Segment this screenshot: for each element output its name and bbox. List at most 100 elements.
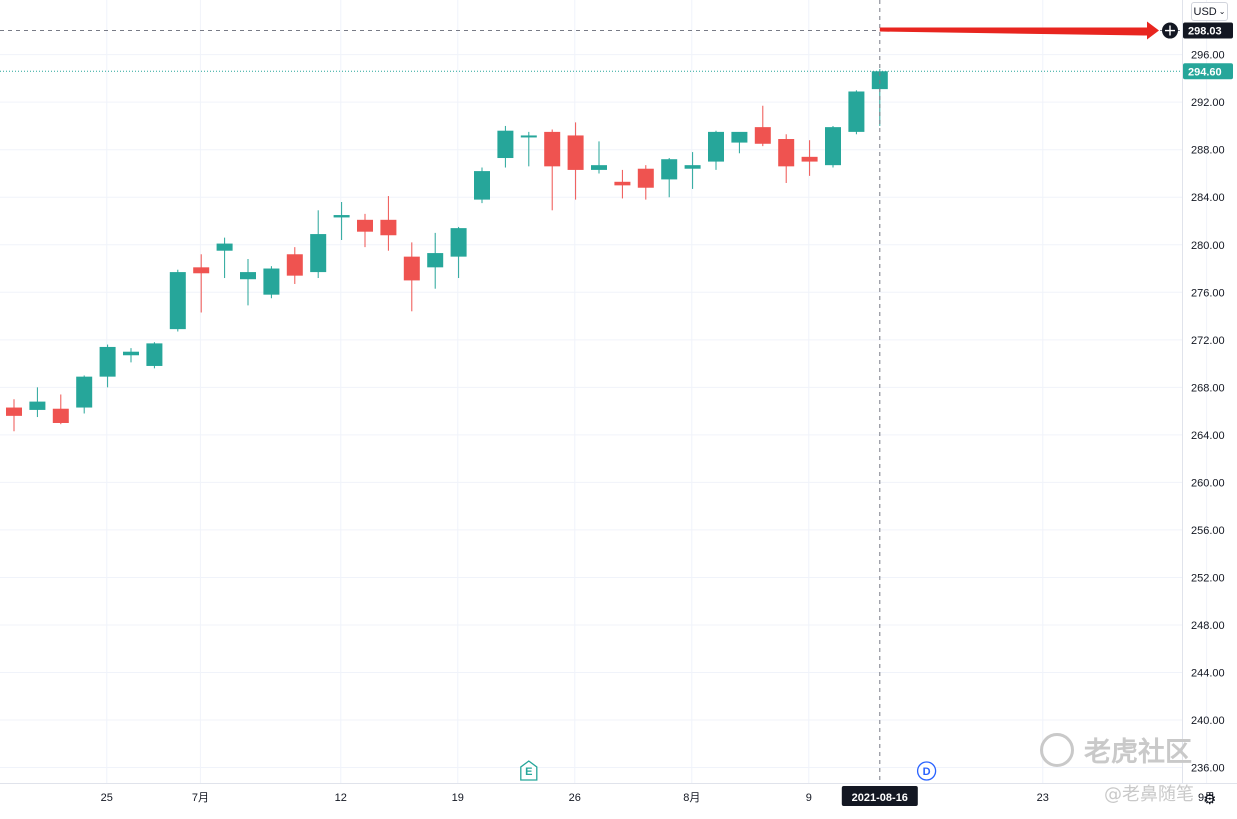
event-marker-e[interactable]: E — [520, 760, 538, 781]
last-price-label: 294.60 — [1188, 66, 1222, 78]
price-axis-label: 260.00 — [1191, 477, 1225, 489]
time-axis-label: 26 — [569, 792, 581, 804]
event-marker-d[interactable]: D — [916, 761, 937, 781]
price-axis-label: 288.00 — [1191, 145, 1225, 157]
candle — [6, 399, 22, 432]
candle — [310, 210, 327, 279]
time-axis-label: 7月 — [192, 792, 209, 804]
price-axis-label: 292.00 — [1191, 97, 1225, 109]
price-axis-label: 280.00 — [1191, 240, 1225, 252]
currency-selector[interactable]: USD ⌄ — [1191, 2, 1228, 21]
annotation-arrow — [879, 21, 1159, 40]
candle — [286, 247, 303, 284]
candle-body — [567, 135, 584, 170]
candle — [708, 130, 724, 170]
price-axis-label: 276.00 — [1191, 287, 1225, 299]
candle — [684, 152, 701, 189]
candle-body — [380, 219, 397, 236]
candle — [193, 254, 210, 313]
candle-body — [544, 131, 561, 167]
candle — [801, 140, 818, 176]
candle — [240, 259, 256, 306]
candle — [474, 167, 490, 204]
candle — [333, 201, 350, 241]
candle — [637, 165, 654, 200]
candle — [520, 131, 537, 167]
grid-lines — [0, 0, 1208, 783]
candle-body — [731, 131, 748, 143]
candle-body — [357, 219, 373, 232]
candle — [357, 213, 373, 248]
price-axis-label: 248.00 — [1191, 620, 1225, 632]
candle-body — [684, 165, 701, 169]
candle — [29, 387, 46, 418]
candle-body — [427, 253, 444, 268]
candle-body — [240, 272, 256, 280]
candle — [567, 122, 584, 200]
candle-body — [778, 139, 795, 167]
candle — [99, 344, 116, 388]
candle-body — [193, 267, 210, 274]
candle — [146, 342, 163, 369]
price-axis-label: 268.00 — [1191, 382, 1225, 394]
time-axis-label: 23 — [1037, 792, 1049, 804]
chevron-down-icon: ⌄ — [1218, 7, 1226, 16]
candle-body — [848, 91, 865, 132]
candle-body — [591, 165, 607, 170]
candle — [497, 125, 514, 168]
candle — [263, 266, 280, 299]
price-axis-label: 256.00 — [1191, 525, 1225, 537]
candle-body — [76, 376, 93, 408]
candle — [450, 226, 467, 279]
price-axis-label: 272.00 — [1191, 335, 1225, 347]
dividend-marker-icon — [916, 761, 937, 781]
plus-icon — [1165, 25, 1175, 36]
candle — [848, 90, 865, 135]
candle — [403, 242, 420, 312]
candle — [614, 169, 631, 199]
event-marker-letter: E — [525, 766, 532, 778]
time-axis-label: 8月 — [683, 792, 700, 804]
candle-body — [520, 135, 537, 138]
candle — [76, 375, 93, 414]
candle-body — [637, 168, 654, 188]
price-axis-label: 236.00 — [1191, 763, 1225, 775]
candle — [216, 237, 233, 279]
candle-body — [6, 407, 22, 416]
candle — [731, 131, 748, 154]
gear-icon[interactable]: ⚙ — [1203, 791, 1217, 808]
candle-body — [286, 254, 303, 276]
candles-layer — [6, 68, 888, 432]
time-axis-labels: 25 7月 12 19 26 8月 9 23 9月 — [101, 792, 1215, 804]
candle — [754, 105, 771, 147]
candle — [169, 269, 186, 332]
price-axis-label: 284.00 — [1191, 192, 1225, 204]
candle-body — [29, 401, 46, 410]
candle — [52, 394, 69, 425]
price-axis-label: 244.00 — [1191, 668, 1225, 680]
event-marker-letter: D — [923, 766, 931, 778]
earnings-marker-icon — [520, 760, 538, 781]
time-axis-label: 19 — [452, 792, 464, 804]
time-axis-label: 9 — [806, 792, 812, 804]
candle-body — [52, 408, 69, 423]
candle-body — [216, 243, 233, 251]
crosshair-price-tag — [1183, 22, 1233, 39]
candle-body — [146, 343, 163, 366]
candle — [661, 158, 678, 198]
candle-body — [708, 131, 724, 162]
time-axis-label: 12 — [335, 792, 347, 804]
candle-body — [497, 130, 514, 159]
candle-body — [263, 268, 280, 295]
add-alert-button[interactable] — [1162, 22, 1178, 39]
currency-label: USD — [1193, 5, 1217, 18]
candle-body — [614, 181, 631, 186]
last-price-tag — [1183, 63, 1233, 80]
price-axis-label: 240.00 — [1191, 715, 1225, 727]
price-axis-label: 252.00 — [1191, 572, 1225, 584]
candle-body — [754, 127, 771, 144]
crosshair-date-tag — [841, 786, 918, 806]
candle-body — [333, 215, 350, 218]
